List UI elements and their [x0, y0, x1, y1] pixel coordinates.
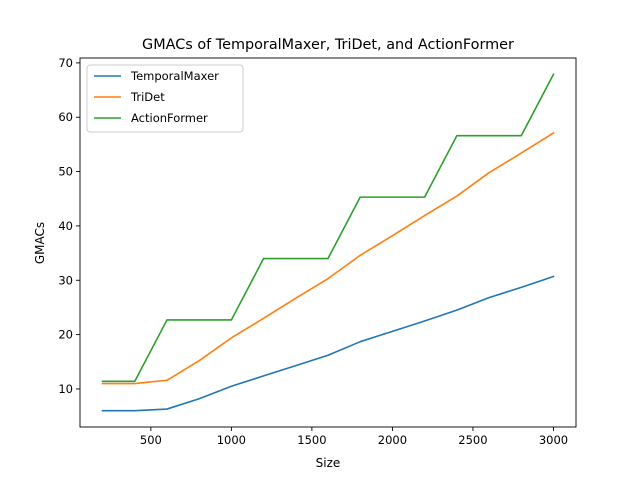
chart-title: GMACs of TemporalMaxer, TriDet, and Acti…: [142, 37, 514, 53]
legend-item: TemporalMaxer: [94, 69, 219, 83]
legend-item: TriDet: [94, 90, 165, 104]
plot-frame: [79, 57, 577, 428]
legend-label: ActionFormer: [131, 111, 208, 125]
legend-item: ActionFormer: [94, 111, 208, 125]
x-tick-label: 500: [140, 433, 162, 447]
x-tick-label: 1500: [297, 433, 326, 447]
series-2: [101, 73, 555, 383]
x-tick-label: 3000: [539, 433, 568, 447]
y-tick-label: 70: [58, 56, 73, 70]
y-tick-label: 30: [58, 273, 73, 287]
legend-box: [86, 64, 244, 133]
x-axis-label: Size: [316, 456, 341, 470]
ticks-layer: 500 1000 1500 2000 2500 3000 10 20 30 40 50 60 70: [58, 56, 568, 447]
y-tick-label: 40: [58, 219, 73, 233]
x-tick-label: 2000: [378, 433, 407, 447]
y-tick-label: 60: [58, 110, 73, 124]
y-tick-label: 50: [58, 165, 73, 179]
series-1: [101, 131, 555, 385]
x-tick-label: 2500: [458, 433, 487, 447]
y-axis-label: GMACs: [33, 222, 47, 264]
legend-label: TriDet: [130, 90, 165, 104]
x-tick-label: 1000: [217, 433, 246, 447]
legend-label: TemporalMaxer: [130, 69, 219, 83]
legend: TemporalMaxer TriDet ActionFormer: [86, 64, 244, 133]
series-layer: [101, 73, 555, 412]
y-tick-label: 10: [58, 382, 73, 396]
y-tick-label: 20: [58, 328, 73, 342]
series-0: [101, 275, 555, 412]
